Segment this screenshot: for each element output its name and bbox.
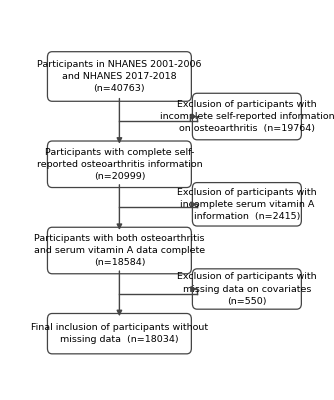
Text: Participants with both osteoarthritis
and serum vitamin A data complete
(n=18584: Participants with both osteoarthritis an… [34,234,205,267]
Text: Participants with complete self-
reported osteoarthritis information
(n=20999): Participants with complete self- reporte… [37,148,202,181]
Text: Exclusion of participants with
missing data on covariates
(n=550): Exclusion of participants with missing d… [177,272,317,306]
Text: Exclusion of participants with
incomplete self-reported information
on osteoarth: Exclusion of participants with incomplet… [160,100,334,133]
FancyBboxPatch shape [47,314,191,354]
FancyBboxPatch shape [192,93,301,140]
FancyBboxPatch shape [47,227,191,274]
Text: Exclusion of participants with
incomplete serum vitamin A
information  (n=2415): Exclusion of participants with incomplet… [177,188,317,221]
FancyBboxPatch shape [192,182,301,226]
Text: Participants in NHANES 2001-2006
and NHANES 2017-2018
(n=40763): Participants in NHANES 2001-2006 and NHA… [37,60,202,93]
FancyBboxPatch shape [47,52,191,101]
FancyBboxPatch shape [47,141,191,188]
FancyBboxPatch shape [192,269,301,309]
Text: Final inclusion of participants without
missing data  (n=18034): Final inclusion of participants without … [31,323,208,344]
